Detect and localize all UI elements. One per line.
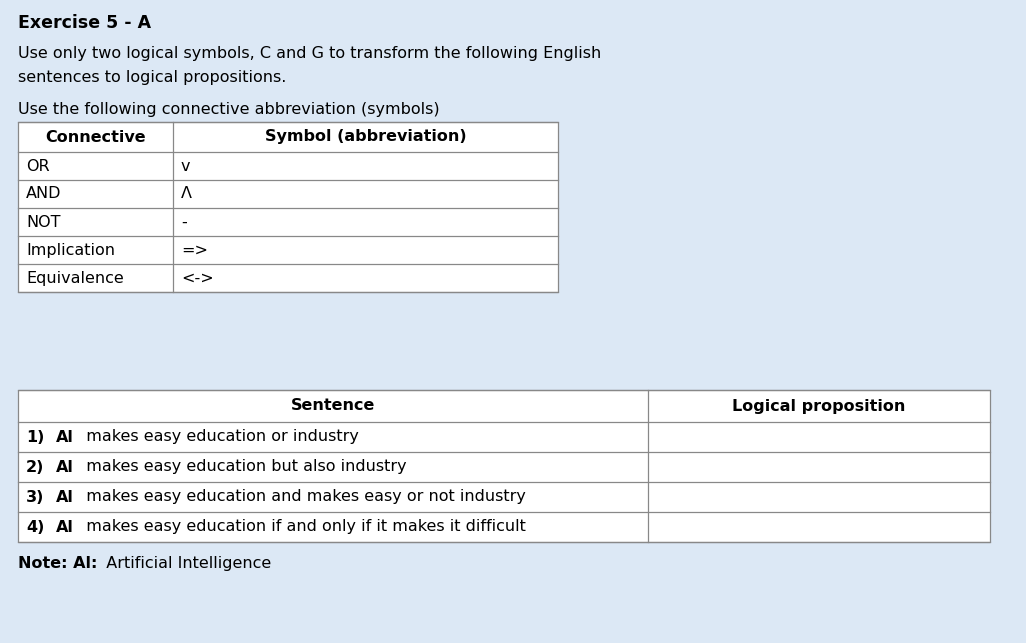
Text: makes easy education but also industry: makes easy education but also industry	[76, 460, 406, 475]
Text: Λ: Λ	[181, 186, 192, 201]
Text: NOT: NOT	[26, 215, 61, 230]
Text: Implication: Implication	[26, 242, 115, 257]
Text: Al: Al	[56, 430, 74, 444]
Text: Exercise 5 - A: Exercise 5 - A	[18, 14, 151, 32]
Text: makes easy education or industry: makes easy education or industry	[76, 430, 359, 444]
Text: Connective: Connective	[45, 129, 146, 145]
Text: Artificial Intelligence: Artificial Intelligence	[96, 556, 271, 571]
Text: AND: AND	[26, 186, 62, 201]
Text: Use the following connective abbreviation (symbols): Use the following connective abbreviatio…	[18, 102, 439, 117]
Text: =>: =>	[181, 242, 208, 257]
Text: Al: Al	[56, 460, 74, 475]
Text: v: v	[181, 159, 191, 174]
FancyBboxPatch shape	[18, 122, 558, 292]
Text: 1): 1)	[26, 430, 44, 444]
Text: Al: Al	[56, 520, 74, 534]
Text: Symbol (abbreviation): Symbol (abbreviation)	[265, 129, 466, 145]
Text: -: -	[181, 215, 187, 230]
Text: 3): 3)	[26, 489, 44, 505]
Text: sentences to logical propositions.: sentences to logical propositions.	[18, 70, 286, 85]
Text: Al: Al	[56, 489, 74, 505]
Text: 2): 2)	[26, 460, 44, 475]
Text: 4): 4)	[26, 520, 44, 534]
Text: OR: OR	[26, 159, 49, 174]
Text: Sentence: Sentence	[290, 399, 376, 413]
Text: Equivalence: Equivalence	[26, 271, 124, 285]
Text: <->: <->	[181, 271, 213, 285]
FancyBboxPatch shape	[18, 390, 990, 542]
Text: makes easy education if and only if it makes it difficult: makes easy education if and only if it m…	[76, 520, 526, 534]
Text: Note: Al:: Note: Al:	[18, 556, 97, 571]
Text: Use only two logical symbols, C and G to transform the following English: Use only two logical symbols, C and G to…	[18, 46, 601, 61]
Text: Logical proposition: Logical proposition	[733, 399, 906, 413]
Text: makes easy education and makes easy or not industry: makes easy education and makes easy or n…	[76, 489, 526, 505]
